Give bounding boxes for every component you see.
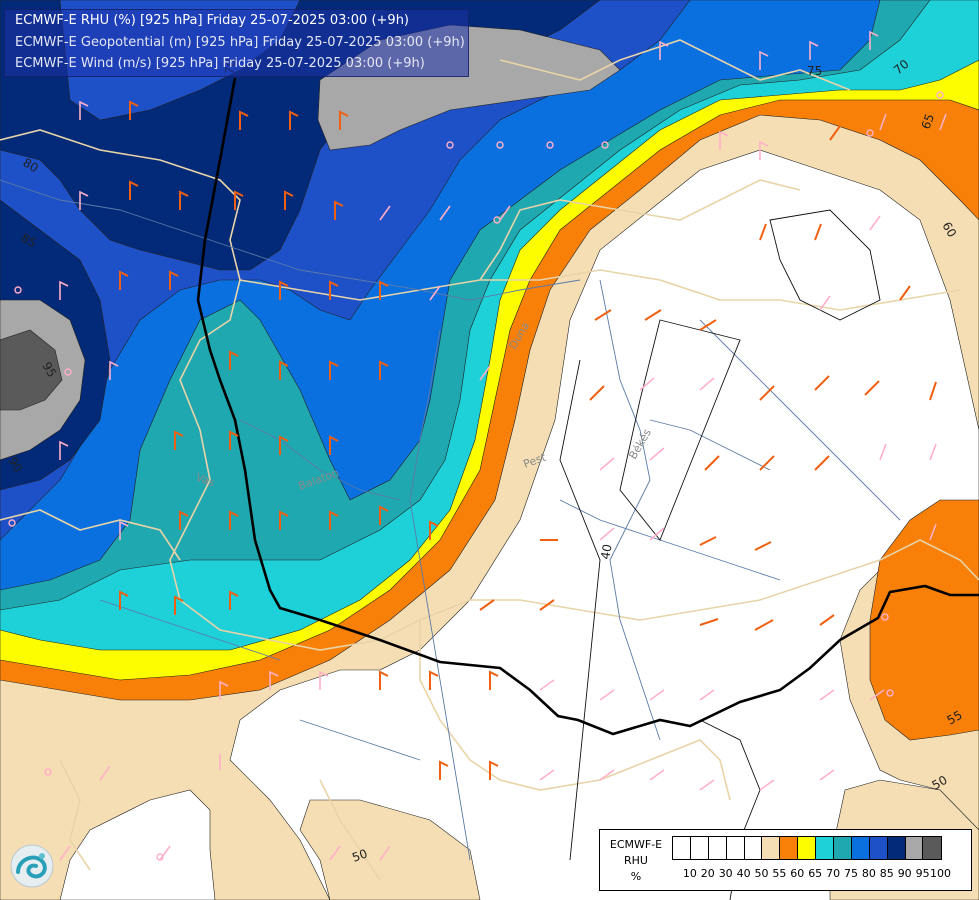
legend-swatch bbox=[851, 837, 870, 859]
legend-swatch bbox=[798, 837, 817, 859]
calm-wind-circles bbox=[8, 91, 944, 861]
legend-swatch bbox=[905, 837, 924, 859]
provider-logo bbox=[10, 844, 54, 888]
legend-tick-label: 40 bbox=[736, 867, 751, 880]
legend-tick-label: 30 bbox=[718, 867, 733, 880]
contour-labels: 70 75 70 65 60 80 85 95 90 40 50 55 50 bbox=[5, 57, 964, 865]
legend-tick-label: 100 bbox=[930, 867, 951, 880]
legend-swatch bbox=[762, 837, 781, 859]
contour-label-80: 80 bbox=[21, 155, 41, 175]
legend-swatch bbox=[834, 837, 852, 859]
contour-label-55: 55 bbox=[945, 708, 965, 728]
contour-label-95: 95 bbox=[39, 360, 59, 380]
legend-swatch bbox=[816, 837, 835, 859]
legend-tick-label: 65 bbox=[808, 867, 823, 880]
rivers bbox=[0, 179, 901, 861]
title-line-rhu: ECMWF-E RHU (%) [925 hPa] Friday 25-07-2… bbox=[15, 13, 409, 28]
legend-tick-label: 10 bbox=[682, 867, 697, 880]
legend-swatch bbox=[869, 837, 888, 859]
legend-swatch bbox=[708, 837, 727, 859]
wind-barbs-cool bbox=[59, 30, 947, 861]
legend-tick-label: 90 bbox=[897, 867, 912, 880]
rhu-band-50-south bbox=[299, 799, 481, 900]
legend-title-unit: % bbox=[630, 870, 642, 883]
legend-tick-label: 95 bbox=[915, 867, 930, 880]
contour-label-90: 90 bbox=[5, 455, 25, 475]
legend-swatches bbox=[672, 836, 943, 860]
rhu-band-55-east bbox=[869, 499, 979, 741]
wind-barbs-warm bbox=[119, 100, 937, 780]
contour-label-60: 60 bbox=[939, 220, 959, 240]
legend-swatch bbox=[887, 837, 906, 859]
legend-tick-label: 60 bbox=[790, 867, 805, 880]
legend-tick-label: 20 bbox=[700, 867, 715, 880]
legend-title-model: ECMWF-E bbox=[609, 838, 663, 851]
contour-label-65: 65 bbox=[919, 112, 937, 131]
legend-tick-label: 75 bbox=[844, 867, 858, 880]
contour-label-50: 50 bbox=[350, 846, 369, 864]
contour-label-50-east: 50 bbox=[930, 773, 950, 793]
legend-swatch bbox=[690, 837, 709, 859]
legend-swatch bbox=[726, 837, 745, 859]
geopotential-contour bbox=[196, 77, 979, 736]
legend-tick-label: 80 bbox=[861, 867, 876, 880]
color-legend: ECMWF-E RHU % 10 20 30 40 50 55 60 65 70 75 80 85 90… bbox=[599, 829, 972, 891]
legend-ticks: 10 20 30 40 50 55 60 65 70 75 80 85 90 95 100 bbox=[672, 867, 962, 881]
legend-tick-label: 70 bbox=[826, 867, 841, 880]
contour-label-75: 75 bbox=[807, 64, 822, 78]
map-title-box: ECMWF-E RHU (%) [925 hPa] Friday 25-07-2… bbox=[4, 9, 469, 77]
legend-swatch bbox=[744, 837, 763, 859]
legend-swatch bbox=[780, 837, 799, 859]
contour-label-85: 85 bbox=[19, 230, 39, 250]
legend-tick-label: 85 bbox=[879, 867, 894, 880]
legend-swatch bbox=[673, 837, 691, 859]
legend-tick-label: 50 bbox=[754, 867, 769, 880]
contour-label-40: 40 bbox=[598, 543, 614, 560]
title-line-geopotential: ECMWF-E Geopotential (m) [925 hPa] Frida… bbox=[15, 35, 465, 50]
place-label-vas: Vas bbox=[194, 471, 217, 490]
legend-tick-label: 55 bbox=[772, 867, 787, 880]
legend-swatch bbox=[923, 837, 942, 859]
borders bbox=[0, 39, 979, 881]
rhu-band-95-west bbox=[0, 329, 63, 411]
title-line-wind: ECMWF-E Wind (m/s) [925 hPa] Friday 25-0… bbox=[15, 56, 425, 71]
legend-title-variable: RHU bbox=[624, 854, 648, 867]
